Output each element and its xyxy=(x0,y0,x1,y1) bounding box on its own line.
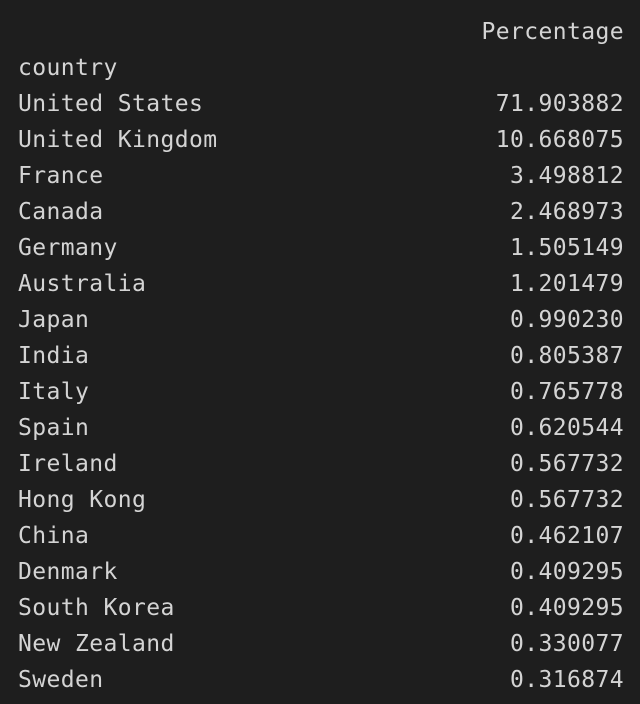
row-country: Canada xyxy=(18,199,104,225)
row-percentage: 0.620544 xyxy=(510,415,624,441)
table-row: Spain 0.620544 xyxy=(18,410,624,446)
header-row: Percentage xyxy=(18,14,624,50)
row-percentage: 71.903882 xyxy=(495,91,624,117)
row-country: Spain xyxy=(18,415,90,441)
row-percentage: 0.462107 xyxy=(510,523,624,549)
row-percentage: 0.409295 xyxy=(510,595,624,621)
row-percentage: 10.668075 xyxy=(495,127,624,153)
row-country: Sweden xyxy=(18,667,104,693)
table-row: China 0.462107 xyxy=(18,518,624,554)
table-row: Japan 0.990230 xyxy=(18,302,624,338)
row-percentage: 0.990230 xyxy=(510,307,624,333)
table-row: Denmark 0.409295 xyxy=(18,554,624,590)
row-country: Italy xyxy=(18,379,90,405)
row-country: South Korea xyxy=(18,595,175,621)
row-country: Australia xyxy=(18,271,147,297)
row-percentage: 2.468973 xyxy=(510,199,624,225)
table-row: Hong Kong 0.567732 xyxy=(18,482,624,518)
column-header-percentage: Percentage xyxy=(481,19,624,45)
table-row: India 0.805387 xyxy=(18,338,624,374)
row-percentage: 0.409295 xyxy=(510,559,624,585)
table-row: Australia 1.201479 xyxy=(18,266,624,302)
row-country: New Zealand xyxy=(18,631,175,657)
row-country: Ireland xyxy=(18,451,118,477)
row-percentage: 1.505149 xyxy=(510,235,624,261)
table-row: New Zealand 0.330077 xyxy=(18,626,624,662)
table-row: Germany 1.505149 xyxy=(18,230,624,266)
row-country: Japan xyxy=(18,307,90,333)
row-percentage: 0.330077 xyxy=(510,631,624,657)
row-country: France xyxy=(18,163,104,189)
row-country: Germany xyxy=(18,235,118,261)
table-row: United Kingdom 10.668075 xyxy=(18,122,624,158)
table-row: South Korea 0.409295 xyxy=(18,590,624,626)
row-percentage: 3.498812 xyxy=(510,163,624,189)
table-row: Canada 2.468973 xyxy=(18,194,624,230)
row-percentage: 0.316874 xyxy=(510,667,624,693)
table-row: United States 71.903882 xyxy=(18,86,624,122)
row-percentage: 0.765778 xyxy=(510,379,624,405)
row-country: Denmark xyxy=(18,559,118,585)
row-country: United Kingdom xyxy=(18,127,218,153)
index-name-row: country xyxy=(18,50,624,86)
table-row: Sweden 0.316874 xyxy=(18,662,624,698)
table-row: France 3.498812 xyxy=(18,158,624,194)
row-percentage: 0.567732 xyxy=(510,487,624,513)
row-country: India xyxy=(18,343,90,369)
row-country: China xyxy=(18,523,90,549)
table-row: Italy 0.765778 xyxy=(18,374,624,410)
row-percentage: 0.567732 xyxy=(510,451,624,477)
row-percentage: 0.805387 xyxy=(510,343,624,369)
row-country: United States xyxy=(18,91,204,117)
table-row: Ireland 0.567732 xyxy=(18,446,624,482)
row-percentage: 1.201479 xyxy=(510,271,624,297)
index-name-country: country xyxy=(18,55,118,81)
row-country: Hong Kong xyxy=(18,487,147,513)
